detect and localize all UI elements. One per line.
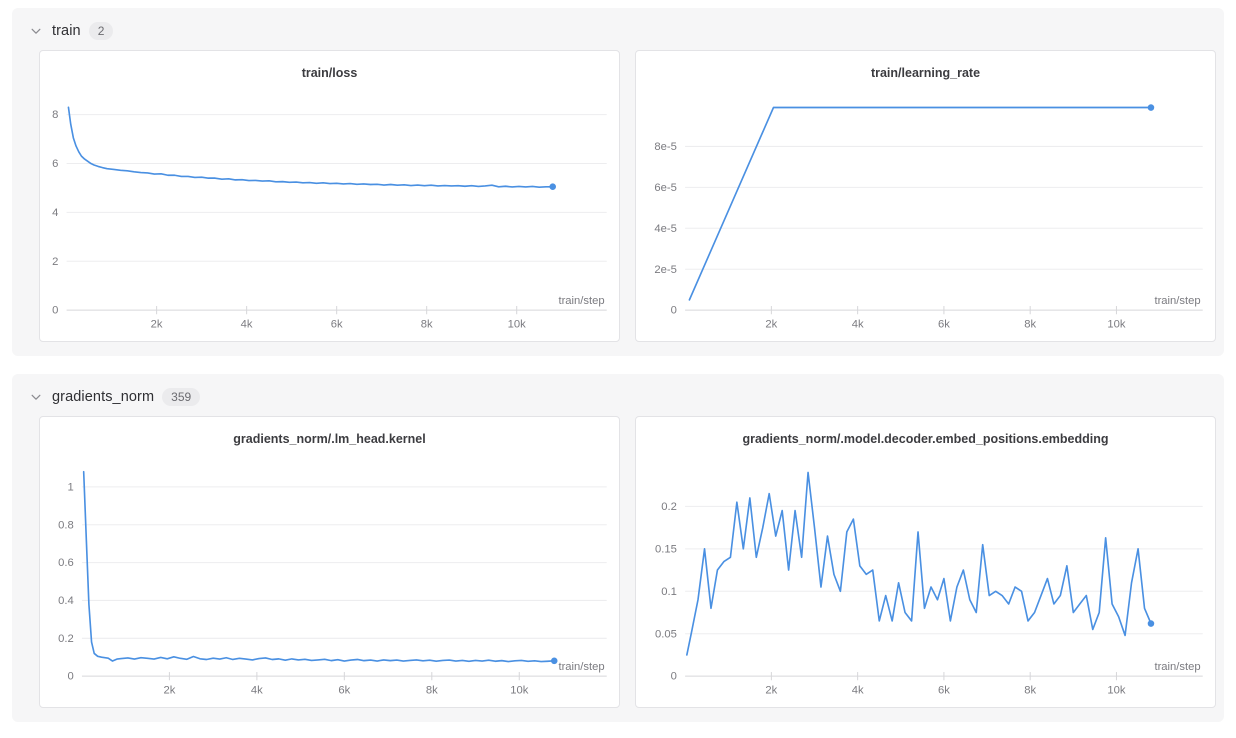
svg-text:6: 6 bbox=[52, 158, 58, 170]
svg-text:2k: 2k bbox=[765, 685, 777, 697]
svg-text:10k: 10k bbox=[1107, 685, 1125, 697]
chart-panel-lm-head-kernel[interactable]: gradients_norm/.lm_head.kernel 0 0.2 0.4 0.… bbox=[39, 416, 620, 708]
chart-title: gradients_norm/.model.decoder.embed_posi… bbox=[742, 432, 1109, 446]
chart-panel-embed-positions[interactable]: gradients_norm/.model.decoder.embed_posi… bbox=[635, 416, 1216, 708]
svg-text:2e-5: 2e-5 bbox=[654, 264, 677, 276]
section-title: gradients_norm bbox=[52, 389, 155, 405]
svg-text:0: 0 bbox=[671, 671, 677, 683]
svg-text:0.15: 0.15 bbox=[655, 543, 677, 555]
svg-text:4k: 4k bbox=[852, 685, 864, 697]
svg-text:0.05: 0.05 bbox=[655, 628, 677, 640]
svg-text:0.2: 0.2 bbox=[661, 501, 677, 513]
svg-text:train/step: train/step bbox=[558, 295, 604, 307]
svg-text:8e-5: 8e-5 bbox=[654, 141, 677, 153]
svg-text:2: 2 bbox=[52, 256, 58, 268]
svg-text:1: 1 bbox=[68, 481, 74, 493]
svg-text:10k: 10k bbox=[508, 319, 526, 331]
svg-text:2k: 2k bbox=[163, 685, 175, 697]
section-count-badge: 359 bbox=[162, 388, 201, 406]
section-gradients-norm-header[interactable]: gradients_norm 359 bbox=[28, 388, 1216, 406]
line-chart-lm-head-kernel[interactable]: 0 0.2 0.4 0.6 0.8 1 2k 4k 6k 8k 10k train/step bbox=[40, 452, 619, 707]
svg-text:10k: 10k bbox=[1107, 319, 1125, 331]
charts-row: train/loss 0 2 4 6 8 2k 4k 6k 8k 10k train/step tr… bbox=[39, 50, 1216, 342]
chart-title: gradients_norm/.lm_head.kernel bbox=[233, 432, 426, 446]
svg-text:0: 0 bbox=[52, 305, 58, 317]
svg-text:train/step: train/step bbox=[1154, 295, 1200, 307]
chart-panel-train-learning-rate[interactable]: train/learning_rate 0 2e-5 4e-5 6e-5 8e-5 2k 4… bbox=[635, 50, 1216, 342]
svg-text:8k: 8k bbox=[421, 319, 433, 331]
chart-title: train/learning_rate bbox=[870, 66, 981, 80]
svg-text:0: 0 bbox=[68, 671, 74, 683]
svg-text:6k: 6k bbox=[331, 319, 343, 331]
charts-row: gradients_norm/.lm_head.kernel 0 0.2 0.4 0.… bbox=[39, 416, 1216, 708]
section-count-badge: 2 bbox=[88, 22, 114, 40]
svg-text:8k: 8k bbox=[1024, 319, 1036, 331]
chevron-down-icon[interactable] bbox=[28, 389, 44, 405]
svg-text:0.6: 0.6 bbox=[58, 557, 74, 569]
svg-text:2k: 2k bbox=[765, 319, 777, 331]
svg-text:2k: 2k bbox=[151, 319, 163, 331]
svg-text:10k: 10k bbox=[510, 685, 528, 697]
section-train-header[interactable]: train 2 bbox=[28, 22, 1216, 40]
svg-text:8k: 8k bbox=[426, 685, 438, 697]
svg-text:4e-5: 4e-5 bbox=[654, 223, 677, 235]
svg-text:0.8: 0.8 bbox=[58, 519, 74, 531]
svg-text:0.2: 0.2 bbox=[58, 633, 74, 645]
svg-text:0.4: 0.4 bbox=[58, 595, 74, 607]
svg-text:6k: 6k bbox=[338, 685, 350, 697]
svg-text:8: 8 bbox=[52, 109, 58, 121]
line-chart-train-learning-rate[interactable]: 0 2e-5 4e-5 6e-5 8e-5 2k 4k 6k 8k 10k train/step bbox=[636, 86, 1215, 341]
svg-text:8k: 8k bbox=[1024, 685, 1036, 697]
svg-text:6k: 6k bbox=[938, 319, 950, 331]
svg-text:train/step: train/step bbox=[1154, 661, 1200, 673]
svg-text:train/step: train/step bbox=[558, 661, 604, 673]
line-chart-embed-positions[interactable]: 0 0.05 0.1 0.15 0.2 2k 4k 6k 8k 10k train/step bbox=[636, 452, 1215, 707]
section-title: train bbox=[52, 23, 81, 39]
line-chart-train-loss[interactable]: 0 2 4 6 8 2k 4k 6k 8k 10k train/step bbox=[40, 86, 619, 341]
svg-text:4k: 4k bbox=[852, 319, 864, 331]
chart-panel-train-loss[interactable]: train/loss 0 2 4 6 8 2k 4k 6k 8k 10k train/step bbox=[39, 50, 620, 342]
chart-title: train/loss bbox=[301, 66, 358, 80]
svg-text:4k: 4k bbox=[251, 685, 263, 697]
section-gradients-norm: gradients_norm 359 gradients_norm/.lm_he… bbox=[12, 374, 1224, 722]
section-train: train 2 train/loss 0 2 4 6 8 2k 4k 6k 8k 10k train… bbox=[12, 8, 1224, 356]
svg-text:4k: 4k bbox=[241, 319, 253, 331]
svg-text:0: 0 bbox=[671, 305, 677, 317]
svg-text:6e-5: 6e-5 bbox=[654, 182, 677, 194]
svg-text:6k: 6k bbox=[938, 685, 950, 697]
chevron-down-icon[interactable] bbox=[28, 23, 44, 39]
svg-text:0.1: 0.1 bbox=[661, 586, 677, 598]
svg-text:4: 4 bbox=[52, 207, 58, 219]
